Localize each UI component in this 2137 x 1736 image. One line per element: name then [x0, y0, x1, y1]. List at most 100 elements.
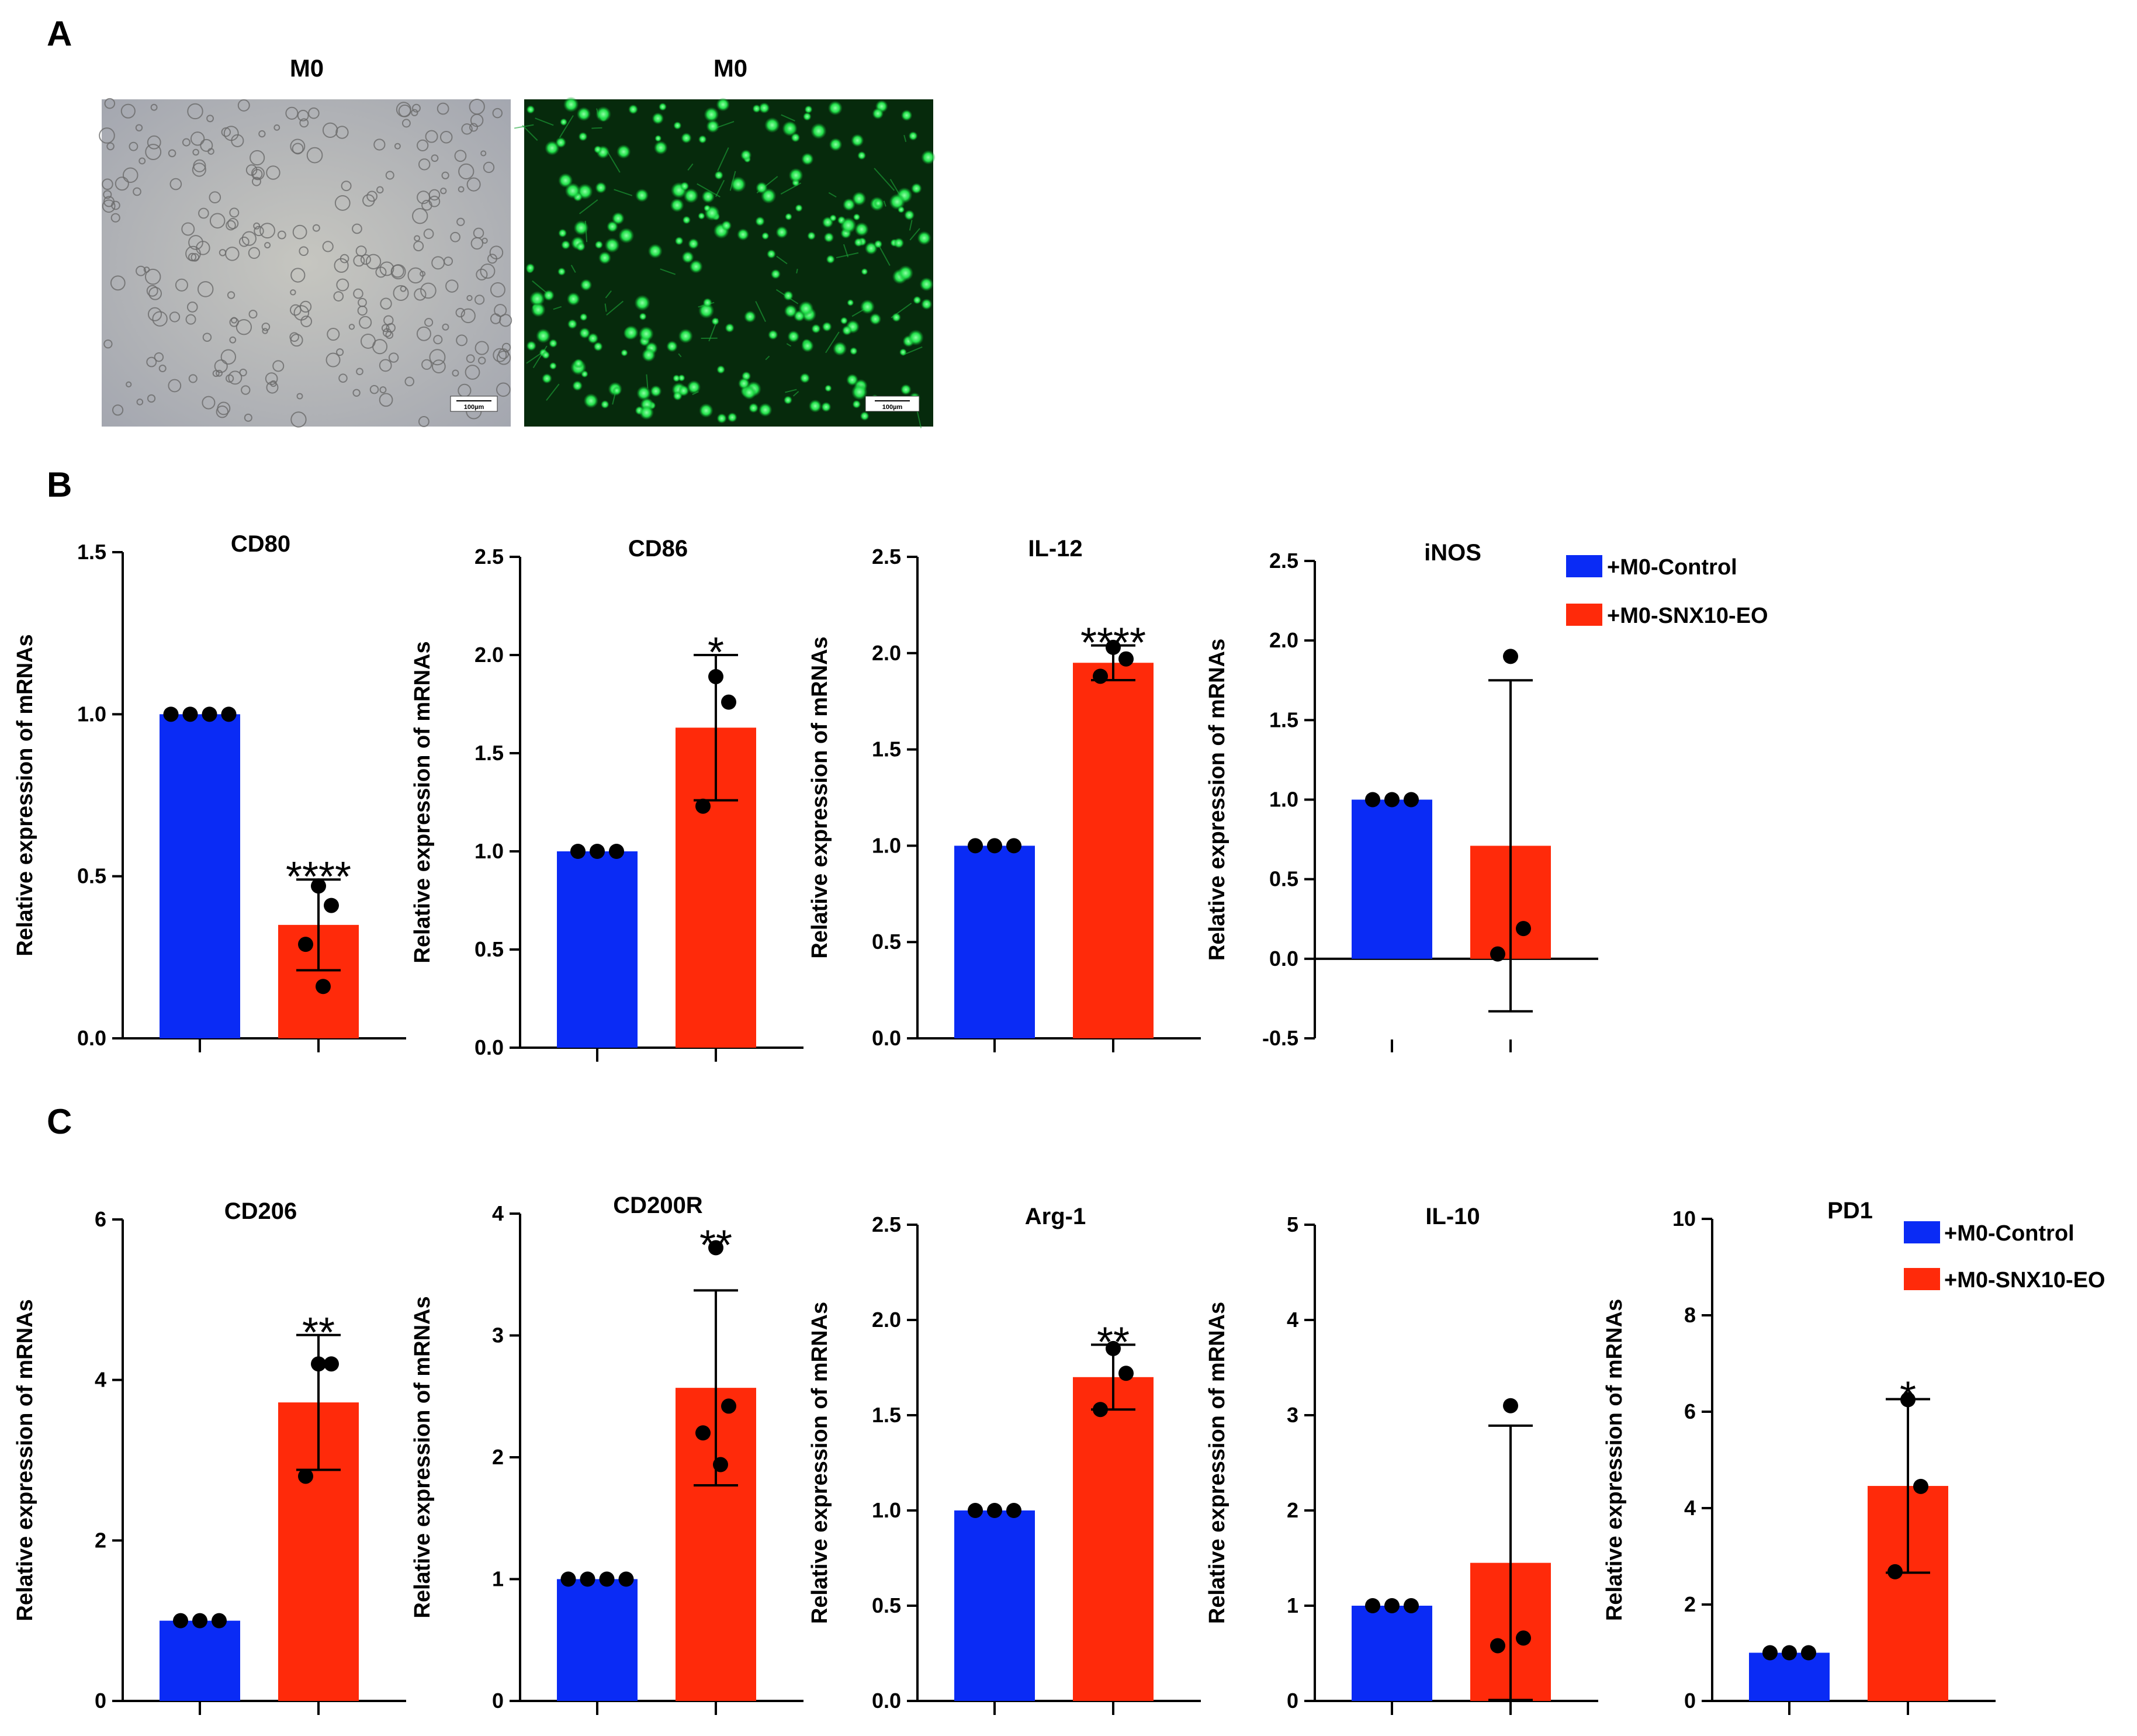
- data-point: [695, 1425, 711, 1441]
- bar-control: [954, 1510, 1035, 1701]
- data-point: [1887, 1564, 1903, 1579]
- data-point: [1762, 1645, 1778, 1661]
- brightfield-cell: [325, 352, 341, 368]
- brightfield-cell: [411, 109, 418, 116]
- data-point: [1118, 1366, 1134, 1381]
- y-tick-label: 2.5: [872, 1212, 901, 1236]
- brightfield-cell: [455, 307, 465, 318]
- fluorescence-cell: [893, 237, 905, 249]
- legend-panel-b: +M0-Control +M0-SNX10-EO: [1566, 555, 1768, 628]
- fluorescence-cell: [917, 231, 931, 245]
- chart-cd206: CD206 Relative expression of mRNAs 0 2 4 6 **: [13, 1198, 406, 1715]
- fluorescence-process: [715, 179, 725, 197]
- data-point: [202, 706, 217, 722]
- fluorescence-cell: [673, 374, 681, 382]
- brightfield-cell: [241, 231, 257, 246]
- data-point: [599, 1571, 615, 1587]
- fluorescence-cell: [768, 330, 778, 340]
- micrograph-brightfield: 100µm: [99, 98, 512, 428]
- fluorescence-cell: [654, 134, 662, 142]
- brightfield-cell: [379, 261, 394, 276]
- fluorescence-cell: [587, 332, 599, 344]
- fluorescence-process: [605, 290, 612, 299]
- fluorescence-cell: [607, 220, 618, 233]
- brightfield-cell: [334, 258, 349, 273]
- fluorescence-cell: [573, 358, 584, 369]
- y-axis-label: Relative expression of mRNAs: [1602, 1299, 1627, 1621]
- bar-control: [160, 1620, 240, 1701]
- fluorescence-cell: [703, 205, 711, 212]
- brightfield-cell: [401, 119, 411, 128]
- fluorescence-cell: [612, 386, 622, 396]
- fluorescence-process: [606, 300, 624, 316]
- fluorescence-process: [883, 200, 886, 207]
- fluorescence-cell: [572, 380, 583, 391]
- brightfield-cell: [456, 217, 465, 226]
- fluorescence-cell: [639, 405, 654, 420]
- data-point: [1900, 1392, 1916, 1408]
- fluorescence-cell: [761, 232, 770, 240]
- brightfield-cell: [297, 109, 309, 122]
- fluorescence-cell: [908, 329, 924, 346]
- brightfield-cell: [478, 356, 486, 365]
- y-axis-label: Relative expression of mRNAs: [808, 636, 832, 958]
- brightfield-cell: [253, 222, 261, 230]
- brightfield-cell: [272, 360, 285, 372]
- fluorescence-cell: [678, 384, 690, 397]
- chart-il-12: IL-12 Relative expression of mRNAs 0.0 0.5 1…: [808, 536, 1201, 1052]
- fluorescence-cell: [921, 150, 936, 165]
- fluorescence-cell: [872, 108, 884, 120]
- brightfield-cell: [198, 207, 209, 219]
- brightfield-cell: [182, 138, 191, 147]
- y-tick-label: 1.0: [1269, 788, 1298, 812]
- fluorescence-cell: [811, 123, 827, 140]
- brightfield-cell: [258, 130, 266, 138]
- fluorescence-cell: [681, 251, 694, 264]
- y-tick-label: 4: [1287, 1308, 1298, 1332]
- fluorescence-cell: [711, 317, 719, 325]
- brightfield-cell: [390, 264, 406, 280]
- y-tick-label: 1.5: [474, 741, 504, 765]
- fluorescence-cell: [775, 226, 788, 239]
- fluorescence-cell: [621, 349, 628, 357]
- data-point: [298, 937, 313, 952]
- fluorescence-cell: [658, 102, 667, 111]
- brightfield-cell: [299, 118, 309, 128]
- y-tick-label: 2.0: [1269, 628, 1298, 652]
- brightfield-cell: [425, 130, 438, 143]
- data-point: [316, 979, 331, 995]
- fluorescence-cell: [908, 131, 918, 141]
- fluorescence-cell: [801, 153, 814, 165]
- data-point: [1503, 649, 1518, 664]
- fluorescence-cell: [783, 122, 797, 135]
- data-point: [1365, 792, 1380, 808]
- brightfield-cell: [494, 304, 507, 317]
- bar-control: [1749, 1652, 1830, 1701]
- brightfield-cell: [470, 237, 483, 250]
- fluorescence-cell: [742, 385, 757, 400]
- brightfield-cell: [248, 310, 258, 319]
- brightfield-cell: [413, 241, 424, 252]
- fluorescence-process: [570, 265, 576, 273]
- fluorescence-cell: [670, 198, 684, 213]
- fluorescence-cell: [889, 193, 906, 210]
- brightfield-cell: [292, 224, 307, 240]
- fluorescence-cell: [853, 213, 861, 221]
- bar-control: [1352, 799, 1432, 959]
- fluorescence-cell: [791, 133, 801, 143]
- brightfield-cell: [229, 207, 240, 218]
- fluorescence-process: [825, 331, 840, 354]
- brightfield-cell: [106, 142, 115, 151]
- brightfield-cell: [379, 359, 392, 372]
- fluorescence-cell: [557, 267, 566, 276]
- fluorescence-cell: [807, 231, 816, 241]
- brightfield-cell: [407, 267, 424, 284]
- fluorescence-cell: [788, 168, 803, 183]
- fluorescence-cell: [787, 330, 800, 343]
- brightfield-cell: [146, 356, 157, 368]
- fluorescence-cell: [824, 384, 832, 392]
- brightfield-cell: [244, 413, 252, 422]
- data-point: [1516, 1630, 1531, 1646]
- brightfield-cell: [423, 228, 434, 239]
- brightfield-cell: [456, 334, 467, 346]
